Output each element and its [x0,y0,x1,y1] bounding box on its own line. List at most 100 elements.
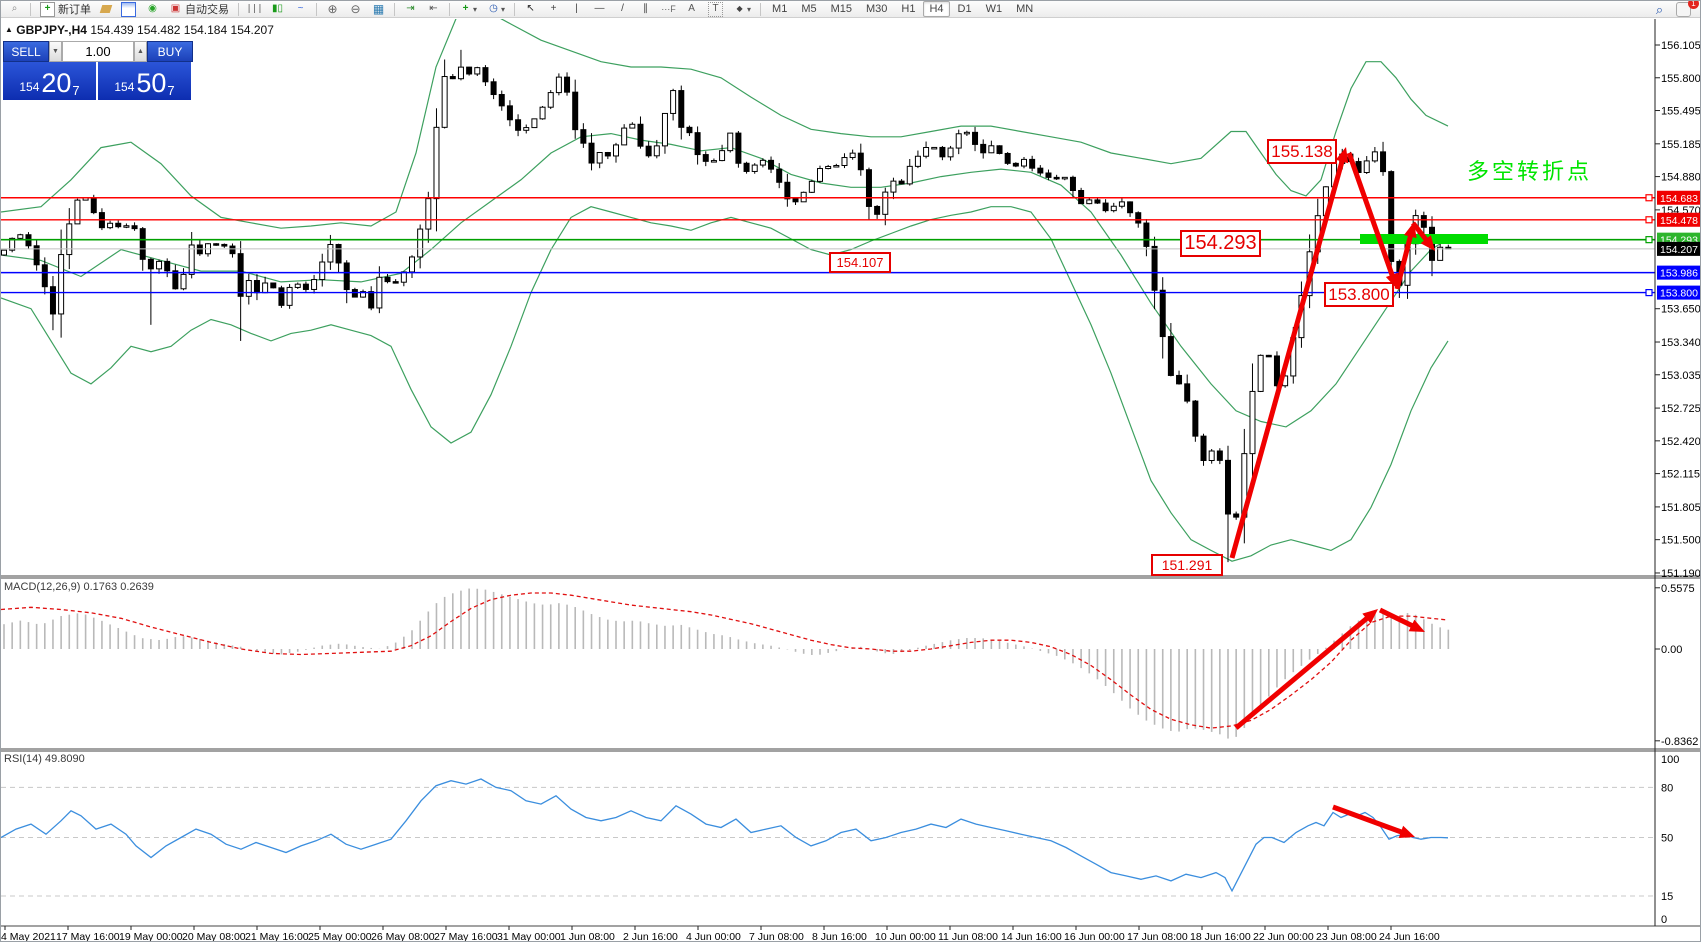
price-axis[interactable]: 156.105155.800155.495155.185154.880154.5… [1655,40,1701,926]
eraser-button[interactable] [97,1,115,18]
timeframe-button-m5[interactable]: M5 [801,3,817,15]
search-button[interactable]: ⌕ [1649,1,1670,18]
timeframe-button-w1[interactable]: W1 [985,3,1003,15]
time-axis[interactable]: 4 May 2021 17 May 16:00 19 May 00:00 20 May… [1,926,1440,942]
time-tick-label: 7 Jun 08:00 [749,931,804,942]
channel-icon: ∥ [643,3,649,14]
tile-windows-icon: ▦ [372,2,385,16]
candle-chart-button[interactable]: ▮▯ [267,1,288,18]
timeframe-button-h4[interactable]: H4 [923,1,950,17]
timeframe-button-d1[interactable]: D1 [957,3,972,15]
time-tick-label: 17 May 16:00 [56,931,120,942]
timeframe-button-m30[interactable]: M30 [866,3,888,15]
price-tick-label: 152.115 [1661,469,1700,481]
sell-price-display[interactable]: 154 20 7 [3,62,96,100]
zoom-in-button[interactable]: ⊕ [322,1,343,18]
signals-button[interactable]: ◉ [142,1,163,18]
macd-tick-label: -0.8362 [1661,736,1698,748]
cursor-icon: ↖ [526,3,535,14]
notifications-button[interactable]: 1 [1672,1,1699,18]
timeframe-button-m1[interactable]: M1 [772,3,788,15]
trendline-tool-button[interactable]: / [612,1,633,18]
price-annotation-151.291[interactable]: 151.291 [1151,554,1223,576]
candles-layer [1,49,1452,563]
trend-arrow-shaft[interactable] [1394,233,1414,290]
hline-handle[interactable] [1645,289,1653,297]
bar-chart-button[interactable]: ||| [244,1,265,18]
signal-icon: ◉ [148,3,157,14]
text-tool-button[interactable]: A [681,1,702,18]
periods-button[interactable]: ◷ ▾ [483,1,509,18]
symbol-title: GBPJPY-,H4 [16,23,87,37]
hline-handle[interactable] [1645,216,1653,224]
trend-arrow-shaft[interactable] [1234,615,1370,730]
hline-tool-button[interactable]: — [589,1,610,18]
price-annotation-153.800[interactable]: 153.800 [1324,282,1394,307]
collapse-triangle-icon[interactable]: ▲ [5,25,13,34]
partial-icon-button[interactable]: ⌕ [4,1,25,18]
cursor-tool-button[interactable]: ↖ [520,1,541,18]
indicators-button[interactable]: + ▾ [455,1,481,18]
time-tick-label: 17 Jun 08:00 [1127,931,1188,942]
rsi-tick-label: 80 [1661,782,1673,794]
fibonacci-tool-button[interactable]: ⋯F [658,1,679,18]
autotrading-button[interactable]: ▣ 自动交易 [165,1,233,18]
price-tick-label: 153.340 [1661,337,1701,349]
crosshair-tool-button[interactable]: + [543,1,564,18]
toolbar-separator [316,2,317,16]
ohlc-high: 154.482 [137,23,181,37]
line-chart-button[interactable]: ~ [290,1,311,18]
price-annotation-154.107[interactable]: 154.107 [829,252,891,273]
trend-arrow-shaft[interactable] [1332,804,1404,835]
eraser-icon [99,5,113,13]
search-icon: ⌕ [1655,1,1664,17]
channel-tool-button[interactable]: ∥ [635,1,656,18]
horizontal-line-icon: — [594,3,605,14]
time-tick-label: 22 Jun 00:00 [1253,931,1314,942]
hline-handle[interactable] [1645,194,1653,202]
shapes-tool-button[interactable]: ◆ ▾ [729,1,755,18]
chart-shift-button[interactable]: ⇤ [423,1,444,18]
volume-increase-button[interactable]: ▲ [134,41,147,62]
trend-arrows[interactable] [1229,147,1435,838]
time-tick-label: 11 Jun 08:00 [938,931,998,942]
buy-price-display[interactable]: 154 50 7 [98,62,191,100]
market-watch-button[interactable] [117,1,140,18]
buy-price-prefix: 154 [114,79,135,94]
price-annotation-155.138[interactable]: 155.138 [1267,139,1337,164]
macd-tick-label: 0.5575 [1661,583,1695,595]
hline-handle[interactable] [1645,236,1653,244]
chart-note-text[interactable]: 多空转折点 [1467,159,1593,184]
clock-icon: ◷ [489,3,498,14]
text-label-icon: T [708,1,724,17]
sell-price-big: 20 [41,68,72,98]
price-tag-label: 154.207 [1660,244,1698,256]
tile-windows-button[interactable]: ▦ [368,1,389,18]
vline-tool-button[interactable]: | [566,1,587,18]
sell-button[interactable]: SELL [3,41,49,62]
volume-input[interactable]: 1.00 [62,41,134,62]
magnifier-icon: ⌕ [11,3,18,14]
timeframe-button-h1[interactable]: H1 [901,3,916,15]
macd-tick-label: 0.00 [1661,644,1682,656]
main-toolbar: ⌕ + 新订单 ◉ ▣ 自动交易 ||| ▮▯ ~ ⊕ ⊖ ▦ ⇥ ⇤ + ▾ ◷… [1,1,1700,18]
trend-arrow-shaft[interactable] [1378,607,1415,629]
trend-arrow-shaft[interactable] [1411,221,1429,243]
zoom-out-button[interactable]: ⊖ [345,1,366,18]
price-tick-label: 155.800 [1661,73,1701,85]
buy-button[interactable]: BUY [147,41,193,62]
timeframe-button-m15[interactable]: M15 [830,3,853,15]
timeframe-button-mn[interactable]: MN [1016,3,1034,15]
price-annotation-154.293[interactable]: 154.293 [1180,230,1261,257]
new-order-button[interactable]: + 新订单 [36,1,95,18]
trend-arrow-shaft[interactable] [1229,158,1345,559]
rsi-tick-label: 0 [1661,914,1667,926]
label-tool-button[interactable]: T [704,1,727,18]
volume-decrease-button[interactable]: ▼ [49,41,62,62]
trend-arrow-shaft[interactable] [1346,152,1396,278]
fibonacci-icon: ⋯F [661,3,676,14]
auto-scroll-button[interactable]: ⇥ [400,1,421,18]
price-tag [1657,241,1700,256]
